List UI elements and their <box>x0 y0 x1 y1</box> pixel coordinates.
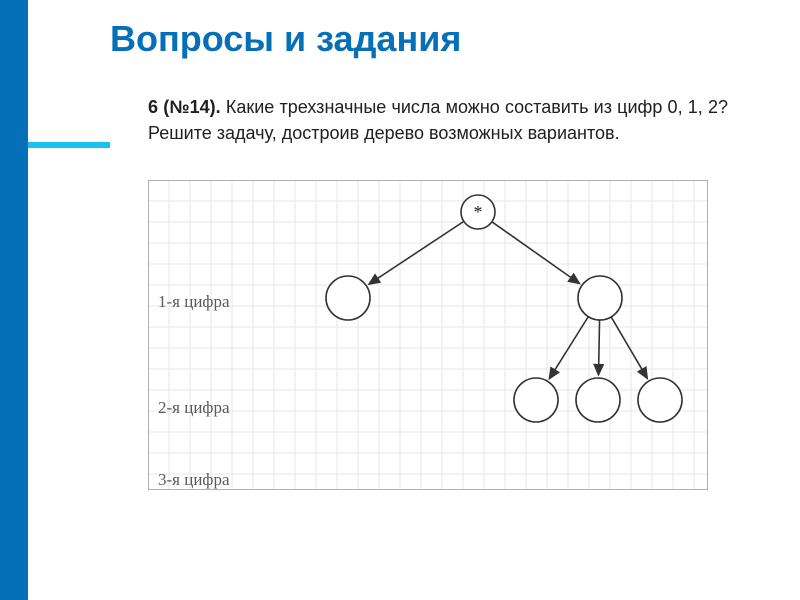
cyan-accent-line <box>28 142 110 148</box>
page-title: Вопросы и задания <box>110 18 461 60</box>
tree-node-L2a <box>514 378 558 422</box>
question-body: Какие трехзначные числа можно составить … <box>148 97 728 143</box>
tree-node-label-root: * <box>474 202 483 222</box>
question-lead: 6 (№14). <box>148 97 221 117</box>
tree-node-L2b <box>576 378 620 422</box>
tree-node-L1b <box>578 276 622 320</box>
question-text: 6 (№14). Какие трехзначные числа можно с… <box>148 94 728 146</box>
tree-node-L1a <box>326 276 370 320</box>
tree-diagram: 1-я цифра2-я цифра3-я цифра * <box>148 180 708 490</box>
left-accent-bar <box>0 0 28 600</box>
tree-svg: * <box>148 180 708 490</box>
tree-node-L2c <box>638 378 682 422</box>
